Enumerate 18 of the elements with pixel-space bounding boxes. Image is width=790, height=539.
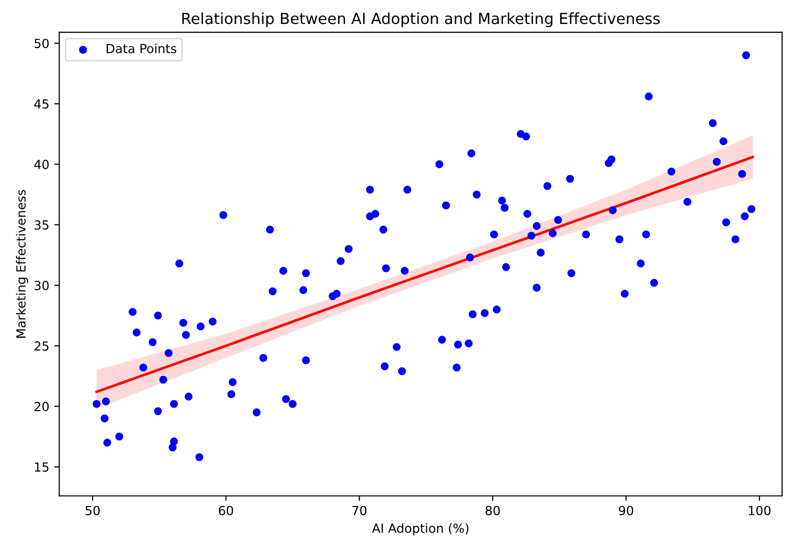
x-tick-label: 70	[352, 506, 366, 516]
x-tick-label: 100	[748, 506, 771, 516]
x-tick-label: 80	[486, 506, 500, 516]
y-axis-title: Marketing Effectiveness	[16, 190, 28, 338]
x-axis-title: AI Adoption (%)	[372, 523, 468, 536]
y-tick-label: 20	[34, 402, 49, 412]
y-tick-label: 25	[34, 341, 48, 351]
x-tick-label: 60	[218, 506, 234, 516]
chart-title: Relationship Between AI Adoption and Marketing Effectiveness	[182, 12, 660, 28]
x-tick-label: 90	[618, 506, 634, 516]
y-tick-label: 30	[34, 280, 49, 290]
y-tick-label: 45	[34, 99, 48, 109]
x-tick-label: 50	[86, 506, 100, 516]
y-tick-label: 15	[34, 462, 48, 472]
y-tick-label: 50	[34, 38, 49, 48]
legend-label: Data Points	[106, 44, 176, 54]
y-tick-label: 40	[34, 160, 49, 170]
y-tick-label: 35	[34, 220, 48, 230]
